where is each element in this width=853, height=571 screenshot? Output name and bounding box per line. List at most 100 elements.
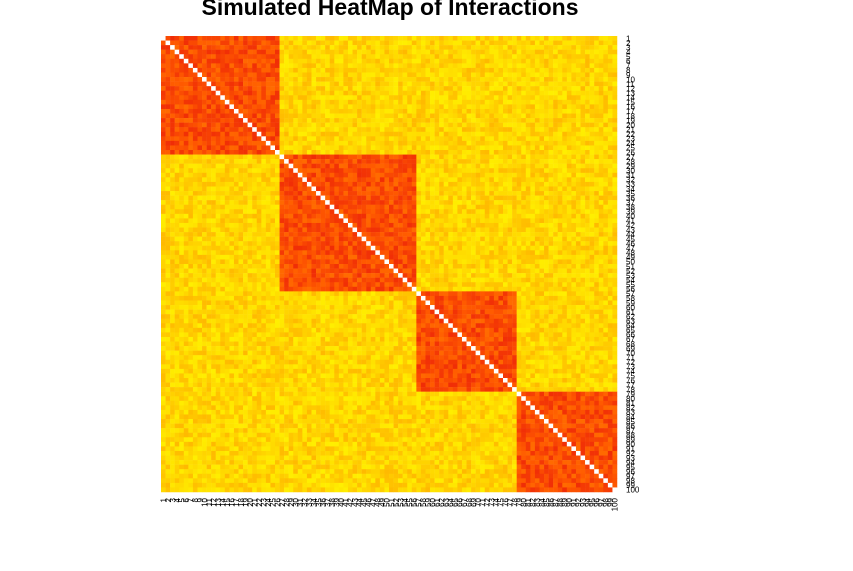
heatmap-cell bbox=[548, 213, 554, 219]
heatmap-cell bbox=[489, 145, 495, 151]
heatmap-cell bbox=[457, 227, 463, 233]
heatmap-cell bbox=[384, 113, 390, 119]
heatmap-cell bbox=[215, 54, 221, 60]
heatmap-cell bbox=[566, 36, 572, 41]
heatmap-cell bbox=[320, 113, 326, 119]
heatmap-cell bbox=[521, 209, 527, 215]
heatmap-cell bbox=[361, 177, 367, 183]
heatmap-cell bbox=[402, 131, 408, 137]
heatmap-cell bbox=[585, 241, 590, 247]
heatmap-cell bbox=[398, 99, 403, 105]
heatmap-cell bbox=[389, 40, 394, 46]
heatmap-cell bbox=[343, 254, 349, 260]
heatmap-cell bbox=[580, 259, 586, 265]
heatmap-cell bbox=[347, 108, 353, 114]
heatmap-cell bbox=[293, 159, 299, 164]
heatmap-cell bbox=[484, 54, 490, 60]
heatmap-cell bbox=[238, 58, 244, 64]
heatmap-cell bbox=[247, 191, 253, 196]
heatmap-cell bbox=[329, 58, 335, 64]
heatmap-cell bbox=[580, 113, 586, 119]
heatmap-cell bbox=[512, 159, 517, 164]
heatmap-cell bbox=[594, 122, 600, 128]
heatmap-cell bbox=[516, 195, 522, 201]
heatmap-cell bbox=[206, 95, 212, 101]
heatmap-cell bbox=[475, 259, 481, 265]
heatmap-cell bbox=[357, 241, 362, 247]
heatmap-cell bbox=[389, 49, 394, 55]
heatmap-cell bbox=[575, 99, 581, 105]
heatmap-cell bbox=[170, 209, 175, 215]
heatmap-cell bbox=[338, 163, 344, 169]
heatmap-cell bbox=[416, 58, 422, 64]
heatmap-cell bbox=[161, 45, 166, 50]
heatmap-cell bbox=[311, 36, 317, 41]
heatmap-cell bbox=[534, 245, 540, 251]
heatmap-cell bbox=[224, 113, 230, 119]
heatmap-cell bbox=[503, 186, 508, 192]
heatmap-cell bbox=[603, 195, 609, 201]
heatmap-cell bbox=[165, 150, 171, 155]
heatmap-cell bbox=[334, 95, 340, 101]
heatmap-cell bbox=[297, 127, 303, 133]
heatmap-cell bbox=[247, 90, 253, 96]
heatmap-cell bbox=[512, 77, 517, 82]
heatmap-cell bbox=[238, 154, 244, 160]
heatmap-cell bbox=[475, 209, 481, 215]
heatmap-cell bbox=[366, 150, 372, 155]
heatmap-cell bbox=[420, 236, 426, 242]
heatmap-cell bbox=[534, 104, 540, 110]
heatmap-cell bbox=[297, 236, 303, 242]
heatmap-cell bbox=[398, 218, 403, 224]
heatmap-cell bbox=[507, 63, 513, 69]
heatmap-cell bbox=[270, 245, 276, 251]
heatmap-cell bbox=[475, 54, 481, 60]
heatmap-cell bbox=[603, 77, 609, 82]
heatmap-cell bbox=[220, 186, 226, 192]
heatmap-cell bbox=[265, 159, 271, 164]
heatmap-cell bbox=[548, 90, 554, 96]
heatmap-cell bbox=[553, 168, 558, 174]
heatmap-cell bbox=[316, 259, 321, 265]
heatmap-cell bbox=[302, 227, 308, 233]
heatmap-cell bbox=[256, 136, 262, 142]
heatmap-cell bbox=[407, 250, 413, 256]
heatmap-cell bbox=[562, 254, 568, 260]
heatmap-cell bbox=[170, 227, 175, 233]
heatmap-cell bbox=[425, 154, 431, 160]
heatmap-cell bbox=[325, 140, 330, 146]
heatmap-cell bbox=[580, 77, 586, 82]
heatmap-cell bbox=[539, 36, 545, 41]
heatmap-cell bbox=[603, 113, 609, 119]
heatmap-cell bbox=[306, 236, 312, 242]
heatmap-cell bbox=[498, 154, 504, 160]
heatmap-cell bbox=[516, 81, 522, 87]
heatmap-cell bbox=[238, 186, 244, 192]
heatmap-cell bbox=[293, 177, 299, 183]
heatmap-cell bbox=[379, 191, 385, 196]
heatmap-cell bbox=[279, 118, 285, 123]
heatmap-cell bbox=[475, 222, 481, 228]
heatmap-cell bbox=[452, 159, 458, 164]
heatmap-cell bbox=[402, 140, 408, 146]
heatmap-cell bbox=[566, 172, 572, 178]
heatmap-cell bbox=[370, 181, 376, 187]
heatmap-cell bbox=[598, 63, 604, 69]
heatmap-cell bbox=[270, 136, 276, 142]
heatmap-cell bbox=[284, 77, 289, 82]
heatmap-cell bbox=[548, 200, 554, 205]
heatmap-cell bbox=[384, 49, 390, 55]
heatmap-cell bbox=[507, 113, 513, 119]
heatmap-cell bbox=[548, 40, 554, 46]
heatmap-cell bbox=[275, 58, 280, 64]
heatmap-cell bbox=[425, 200, 431, 205]
heatmap-cell bbox=[188, 191, 194, 196]
heatmap-cell bbox=[361, 108, 367, 114]
heatmap-cell bbox=[220, 241, 226, 247]
heatmap-cell bbox=[261, 131, 267, 137]
heatmap-cell bbox=[192, 150, 198, 155]
heatmap-cell bbox=[192, 45, 198, 50]
heatmap-cell bbox=[589, 259, 595, 265]
heatmap-cell bbox=[252, 191, 258, 196]
heatmap-cell bbox=[161, 159, 166, 164]
